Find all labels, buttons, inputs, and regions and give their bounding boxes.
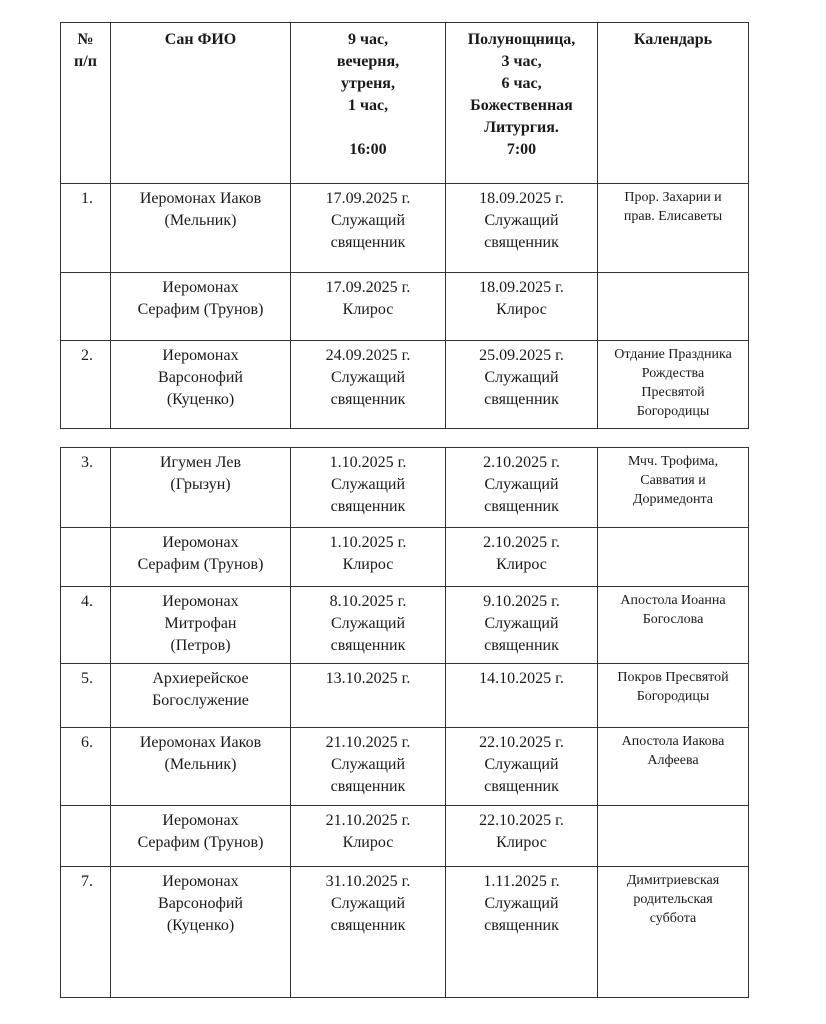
cell-liturgy: 18.09.2025 г. Клирос bbox=[445, 272, 598, 341]
schedule-table-1: № п/п Сан ФИО 9 час, вечерня, утреня, 1 … bbox=[60, 22, 749, 429]
cell-name: Иеромонах Серафим (Трунов) bbox=[110, 272, 291, 341]
cell-calendar: Мчч. Трофима, Савватия и Доримедонта bbox=[597, 447, 749, 528]
cell-num: 2. bbox=[60, 340, 111, 429]
cell-liturgy: 2.10.2025 г. Клирос bbox=[445, 527, 598, 587]
cell-num: 3. bbox=[60, 447, 111, 528]
cell-name: Иеромонах Иаков (Мельник) bbox=[110, 183, 291, 273]
cell-vespers: 1.10.2025 г. Клирос bbox=[290, 527, 446, 587]
table-row: Иеромонах Серафим (Трунов) 21.10.2025 г. … bbox=[60, 805, 749, 867]
cell-name: Архиерейское Богослужение bbox=[110, 663, 291, 728]
cell-num: 5. bbox=[60, 663, 111, 728]
cell-vespers: 17.09.2025 г. Служащий священник bbox=[290, 183, 446, 273]
cell-liturgy: 9.10.2025 г. Служащий священник bbox=[445, 586, 598, 664]
table-row: 7. Иеромонах Варсонофий (Куценко) 31.10.20… bbox=[60, 866, 749, 998]
table-row: 1. Иеромонах Иаков (Мельник) 17.09.2025 г.… bbox=[60, 183, 749, 273]
header-name: Сан ФИО bbox=[110, 22, 291, 184]
cell-num bbox=[60, 527, 111, 587]
cell-liturgy: 22.10.2025 г. Служащий священник bbox=[445, 727, 598, 806]
cell-num: 4. bbox=[60, 586, 111, 664]
cell-calendar: Димитриевская родительская суббота bbox=[597, 866, 749, 998]
table-row: 3. Игумен Лев (Грызун) 1.10.2025 г. Служащ… bbox=[60, 447, 749, 528]
cell-calendar: Апостола Иакова Алфеева bbox=[597, 727, 749, 806]
cell-calendar: Апостола Иоанна Богослова bbox=[597, 586, 749, 664]
cell-num bbox=[60, 805, 111, 867]
cell-vespers: 21.10.2025 г. Служащий священник bbox=[290, 727, 446, 806]
cell-calendar bbox=[597, 805, 749, 867]
cell-vespers: 13.10.2025 г. bbox=[290, 663, 446, 728]
header-num: № п/п bbox=[60, 22, 111, 184]
cell-num: 1. bbox=[60, 183, 111, 273]
header-calendar: Календарь bbox=[597, 22, 749, 184]
cell-num bbox=[60, 272, 111, 341]
cell-vespers: 24.09.2025 г. Служащий священник bbox=[290, 340, 446, 429]
cell-name: Иеромонах Иаков (Мельник) bbox=[110, 727, 291, 806]
cell-calendar bbox=[597, 527, 749, 587]
cell-calendar: Покров Пресвятой Богородицы bbox=[597, 663, 749, 728]
cell-calendar: Отдание Праздника Рождества Пресвятой Бо… bbox=[597, 340, 749, 429]
header-vespers: 9 час, вечерня, утреня, 1 час, 16:00 bbox=[290, 22, 446, 184]
cell-num: 6. bbox=[60, 727, 111, 806]
table-row: 4. Иеромонах Митрофан (Петров) 8.10.2025 г… bbox=[60, 586, 749, 664]
cell-vespers: 17.09.2025 г. Клирос bbox=[290, 272, 446, 341]
table-row: 2. Иеромонах Варсонофий (Куценко) 24.09.20… bbox=[60, 340, 749, 429]
table-row: Иеромонах Серафим (Трунов) 1.10.2025 г. К… bbox=[60, 527, 749, 587]
cell-name: Иеромонах Серафим (Трунов) bbox=[110, 527, 291, 587]
header-row: № п/п Сан ФИО 9 час, вечерня, утреня, 1 … bbox=[60, 22, 749, 184]
cell-name: Иеромонах Варсонофий (Куценко) bbox=[110, 340, 291, 429]
cell-liturgy: 18.09.2025 г. Служащий священник bbox=[445, 183, 598, 273]
schedule-table-2: 3. Игумен Лев (Грызун) 1.10.2025 г. Служащ… bbox=[60, 447, 749, 998]
cell-vespers: 21.10.2025 г. Клирос bbox=[290, 805, 446, 867]
cell-liturgy: 22.10.2025 г. Клирос bbox=[445, 805, 598, 867]
cell-liturgy: 25.09.2025 г. Служащий священник bbox=[445, 340, 598, 429]
header-liturgy: Полунощница, 3 час, 6 час, Божественная … bbox=[445, 22, 598, 184]
cell-liturgy: 14.10.2025 г. bbox=[445, 663, 598, 728]
table-row: 5. Архиерейское Богослужение 13.10.2025 г.… bbox=[60, 663, 749, 728]
cell-vespers: 8.10.2025 г. Служащий священник bbox=[290, 586, 446, 664]
cell-num: 7. bbox=[60, 866, 111, 998]
cell-liturgy: 2.10.2025 г. Служащий священник bbox=[445, 447, 598, 528]
cell-vespers: 1.10.2025 г. Служащий священник bbox=[290, 447, 446, 528]
cell-vespers: 31.10.2025 г. Служащий священник bbox=[290, 866, 446, 998]
cell-liturgy: 1.11.2025 г. Служащий священник bbox=[445, 866, 598, 998]
cell-name: Иеромонах Варсонофий (Куценко) bbox=[110, 866, 291, 998]
cell-name: Игумен Лев (Грызун) bbox=[110, 447, 291, 528]
table-row: Иеромонах Серафим (Трунов) 17.09.2025 г. … bbox=[60, 272, 749, 341]
cell-calendar bbox=[597, 272, 749, 341]
cell-name: Иеромонах Митрофан (Петров) bbox=[110, 586, 291, 664]
table-row: 6. Иеромонах Иаков (Мельник) 21.10.2025 г.… bbox=[60, 727, 749, 806]
cell-name: Иеромонах Серафим (Трунов) bbox=[110, 805, 291, 867]
cell-calendar: Прор. Захарии и прав. Елисаветы bbox=[597, 183, 749, 273]
